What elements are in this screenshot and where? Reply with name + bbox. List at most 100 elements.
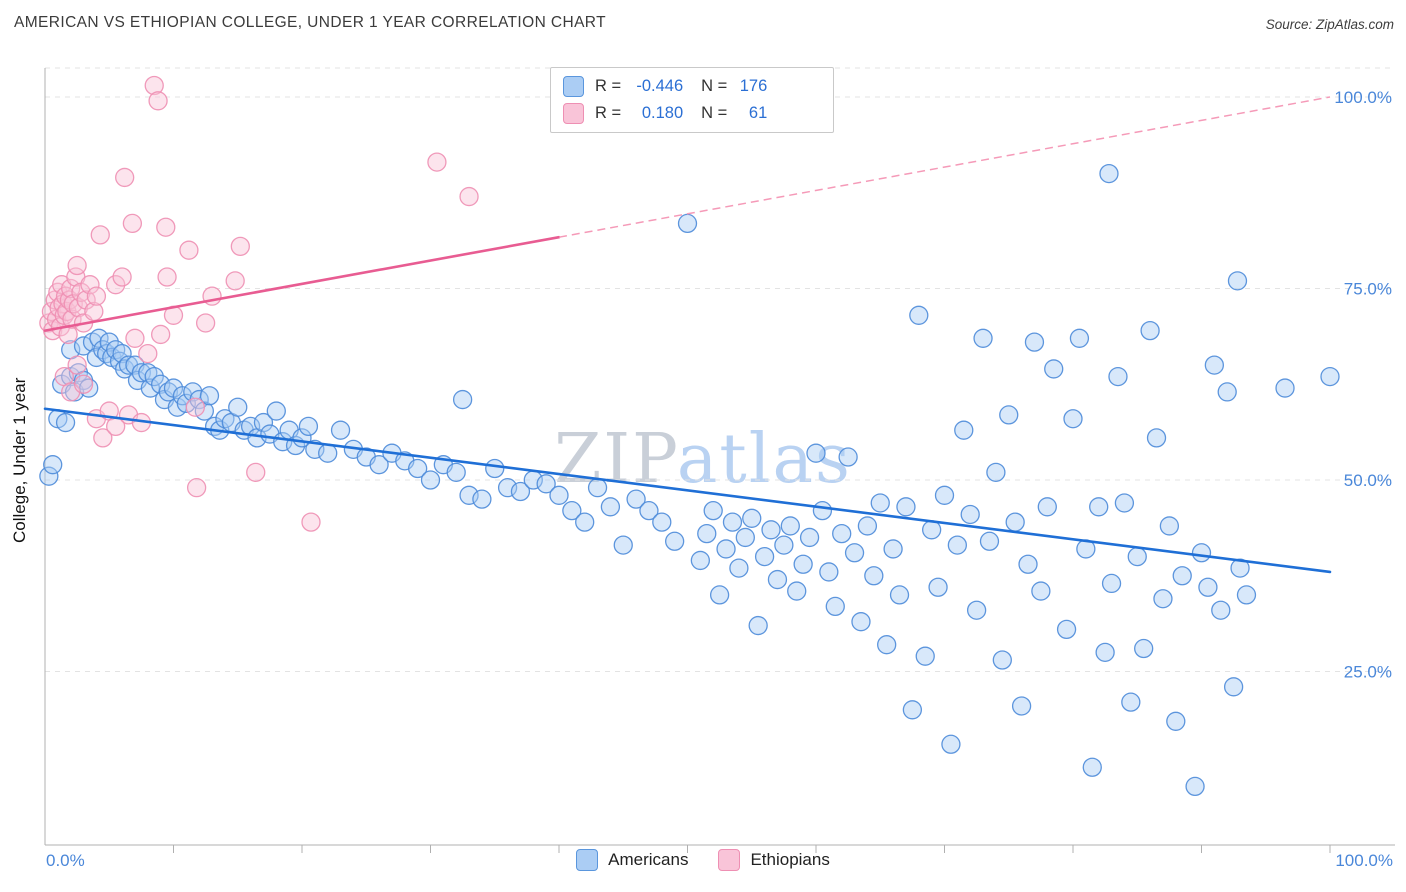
data-point-ethiopians [427, 152, 447, 172]
data-point-americans [112, 343, 132, 364]
trend-americans [43, 407, 1332, 574]
data-point-ethiopians [86, 286, 107, 306]
data-point-americans [1114, 493, 1135, 513]
data-point-americans [825, 596, 845, 617]
data-point-americans [1005, 512, 1025, 532]
data-point-americans [1159, 516, 1180, 536]
data-point-ethiopians [195, 313, 216, 333]
data-point-americans [960, 504, 980, 525]
data-point-americans [838, 447, 858, 467]
data-point-americans [1011, 696, 1032, 716]
legend-item-americans: Americans [576, 849, 688, 871]
data-point-americans [562, 500, 582, 521]
data-point-americans [1230, 558, 1250, 578]
data-point-ethiopians [67, 255, 87, 276]
data-point-americans [575, 512, 595, 532]
data-point-americans [889, 585, 910, 605]
data-point-ethiopians [185, 397, 205, 417]
data-point-americans [1024, 332, 1045, 352]
data-point-americans [1063, 409, 1083, 429]
data-point-americans [1146, 428, 1167, 448]
trend-line-extension [558, 96, 1331, 238]
x-axis-max-label: 100.0% [1335, 851, 1393, 870]
data-point-americans [298, 416, 319, 437]
data-point-americans [1217, 382, 1237, 402]
data-point-americans [1320, 366, 1340, 387]
data-point-americans [1031, 581, 1051, 601]
data-point-ethiopians [68, 297, 89, 318]
legend-item-ethiopians: Ethiopians [718, 849, 830, 871]
data-point-americans [722, 512, 743, 532]
trend-line [43, 235, 561, 332]
data-point-ethiopians [67, 355, 87, 375]
data-point-americans [934, 485, 955, 505]
data-point-americans [39, 466, 59, 486]
data-point-americans [485, 458, 505, 479]
data-point-americans [1211, 600, 1231, 620]
data-point-americans [697, 523, 717, 544]
data-point-americans [1056, 619, 1077, 640]
data-point-americans [844, 543, 865, 563]
data-point-americans [665, 531, 685, 551]
y-tick-label: 75.0% [1344, 280, 1392, 299]
americans-swatch-icon [563, 76, 584, 97]
data-point-americans [774, 535, 794, 555]
data-point-americans [806, 443, 826, 463]
data-point-americans [446, 462, 466, 482]
ethiopians-swatch-icon [563, 103, 584, 124]
data-point-ethiopians [125, 328, 145, 348]
data-point-americans [812, 500, 833, 521]
data-point-americans [1121, 692, 1141, 712]
data-point-ethiopians [76, 290, 96, 310]
data-point-americans [742, 508, 762, 528]
n-value-americans: 176 [739, 77, 768, 95]
data-point-ethiopians [106, 275, 126, 295]
watermark-atlas: atlas [676, 420, 852, 499]
data-point-americans [1095, 642, 1115, 662]
data-point-americans [318, 443, 338, 463]
data-point-americans [99, 332, 119, 352]
data-point-americans [536, 474, 556, 494]
x-axis-min-label: 0.0% [46, 851, 85, 870]
data-point-americans [877, 635, 897, 655]
data-point-americans [870, 493, 890, 513]
series-ethiopians [39, 75, 479, 532]
data-point-americans [1037, 497, 1057, 517]
data-point-americans [369, 455, 389, 475]
data-point-americans [748, 615, 768, 636]
data-point-americans [735, 527, 755, 548]
data-point-ethiopians [150, 324, 171, 345]
n-value-ethiopians: 61 [748, 104, 768, 122]
data-point-americans [1140, 320, 1160, 341]
data-point-americans [587, 478, 608, 498]
data-point-americans [407, 458, 428, 479]
data-point-americans [799, 527, 820, 548]
data-point-americans [909, 305, 929, 325]
data-point-americans [1236, 585, 1257, 605]
data-point-americans [639, 500, 659, 521]
data-point-americans [626, 489, 646, 509]
legend-label-americans: Americans [608, 850, 689, 869]
data-point-americans [999, 405, 1019, 425]
americans-swatch-icon [576, 849, 599, 871]
data-point-ethiopians [246, 462, 266, 482]
data-point-americans [144, 366, 164, 387]
data-point-ethiopians [80, 275, 100, 295]
data-point-americans [652, 512, 672, 532]
data-point-americans [510, 481, 531, 502]
data-point-americans [1185, 776, 1205, 797]
data-point-americans [89, 328, 109, 348]
data-point-americans [1153, 589, 1173, 609]
source-attribution: Source: ZipAtlas.com [1265, 17, 1394, 32]
data-point-ethiopians [90, 225, 110, 245]
correlation-legend: R = -0.446 N = 176 R = 0.180 N = 61 [550, 67, 834, 133]
data-point-ethiopians [225, 271, 245, 291]
gridlines [45, 67, 1395, 672]
y-tick-labels: 100.0% 75.0% 50.0% 25.0% [1334, 88, 1392, 682]
data-point-ethiopians [459, 186, 479, 207]
r-value-ethiopians: 0.180 [641, 104, 684, 122]
trend-line [43, 407, 1332, 574]
data-point-americans [55, 412, 76, 433]
data-point-americans [1134, 638, 1154, 659]
